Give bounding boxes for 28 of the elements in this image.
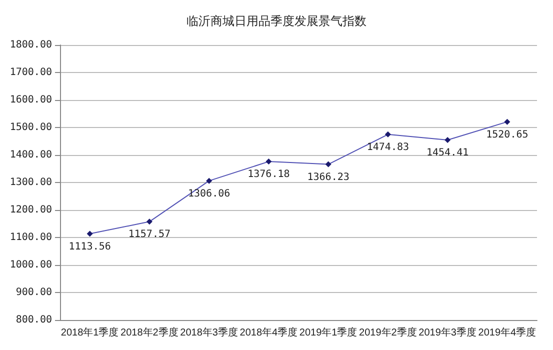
data-label: 1157.57 <box>128 229 171 240</box>
y-tick-label: 1700.00 <box>10 67 52 78</box>
data-label: 1474.83 <box>366 142 410 153</box>
y-tick-label: 1600.00 <box>10 94 52 106</box>
y-tick-label: 1200.00 <box>10 204 52 216</box>
y-tick-label: 1100.00 <box>10 232 52 243</box>
y-tick-label: 800.00 <box>16 314 52 326</box>
y-tick-label: 1400.00 <box>10 150 52 160</box>
y-tick-label: 1800.00 <box>10 40 52 50</box>
y-tick-label: 1000.00 <box>10 260 52 270</box>
data-label: 1376.18 <box>248 169 290 180</box>
data-label: 1366.23 <box>307 172 350 183</box>
x-tick-label: 2018年1季度 <box>60 326 119 338</box>
x-tick-label: 2019年1季度 <box>299 326 358 338</box>
x-tick-label: 2019年2季度 <box>359 326 417 338</box>
data-label: 1520.65 <box>486 129 528 140</box>
x-tick-label: 2019年3季度 <box>418 326 476 338</box>
y-tick-label: 1500.00 <box>10 122 52 133</box>
x-tick-label: 2018年3季度 <box>180 326 238 338</box>
x-tick-label: 2018年2季度 <box>120 326 178 338</box>
chart-title: 临沂商城日用品季度发展景气指数 <box>186 14 366 28</box>
y-tick-label: 1300.00 <box>10 177 52 188</box>
data-label: 1113.56 <box>68 241 111 252</box>
y-tick-label: 900.00 <box>16 287 52 298</box>
data-label: 1454.41 <box>426 148 469 159</box>
x-tick-label: 2018年4季度 <box>240 326 298 338</box>
x-tick-label: 2019年4季度 <box>478 326 536 338</box>
data-label: 1306.06 <box>188 188 230 200</box>
